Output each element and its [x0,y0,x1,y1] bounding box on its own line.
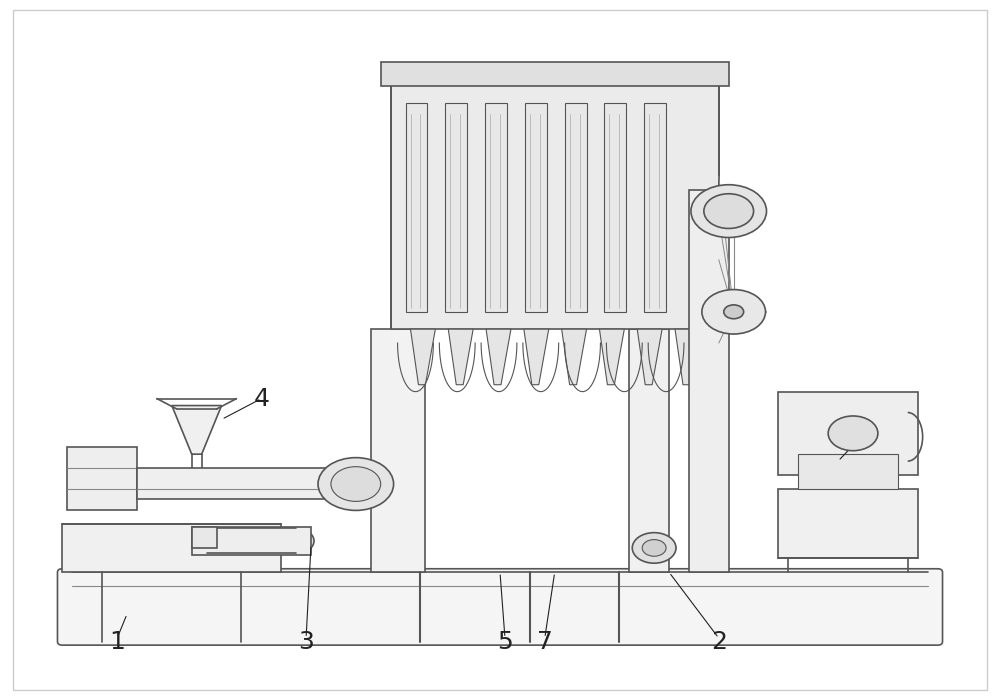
Bar [629,329,669,572]
Polygon shape [562,329,587,385]
Polygon shape [448,329,473,385]
Bar [371,329,425,572]
Bar [137,468,356,499]
Circle shape [391,69,411,83]
Bar [604,104,626,312]
Text: 2: 2 [711,630,727,654]
Polygon shape [637,329,662,385]
Bar [406,104,427,312]
Polygon shape [486,329,511,385]
Text: 7: 7 [537,630,553,654]
Bar [778,489,918,559]
Text: 6: 6 [850,428,866,452]
Bar [67,447,137,510]
Bar [644,104,666,312]
Bar [485,104,507,312]
Bar [565,104,587,312]
Circle shape [331,467,381,501]
Bar [391,65,719,329]
Text: 3: 3 [298,630,314,654]
Circle shape [691,185,767,237]
Circle shape [84,466,120,491]
Circle shape [669,69,689,83]
Bar [445,104,467,312]
Polygon shape [675,329,700,385]
Text: 1: 1 [109,630,125,654]
Circle shape [632,533,676,564]
Bar [525,104,547,312]
Circle shape [278,528,314,554]
Bar [192,527,311,555]
Polygon shape [172,405,222,454]
Bar [62,524,281,572]
Polygon shape [599,329,624,385]
Circle shape [724,305,744,318]
Circle shape [642,540,666,557]
Polygon shape [524,329,549,385]
Circle shape [828,416,878,451]
Circle shape [704,194,754,228]
FancyBboxPatch shape [57,568,943,645]
Bar [778,392,918,475]
Bar [192,527,217,548]
Bar [689,190,729,572]
Circle shape [702,290,766,334]
Text: 5: 5 [497,630,513,654]
Circle shape [318,458,394,510]
Text: 4: 4 [253,386,269,411]
Polygon shape [411,329,435,385]
Bar [381,62,729,86]
Circle shape [189,528,225,554]
Bar [798,454,898,489]
